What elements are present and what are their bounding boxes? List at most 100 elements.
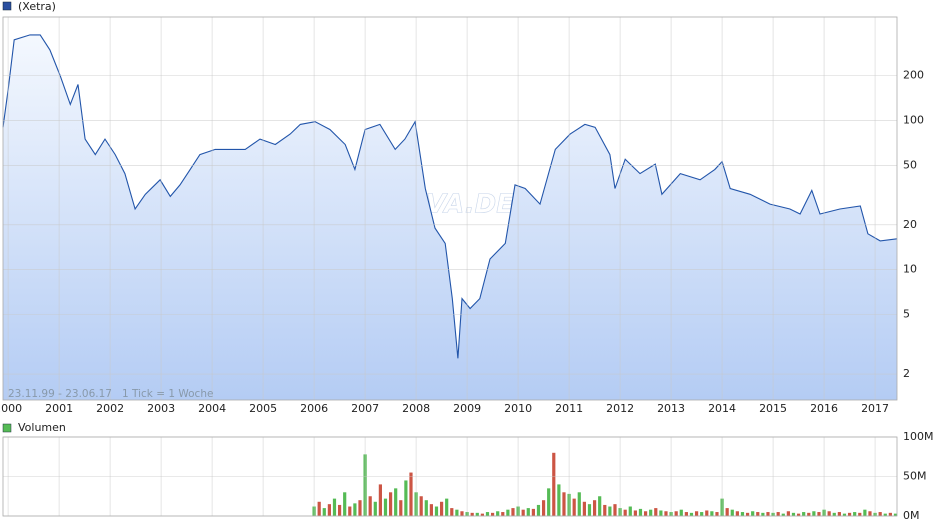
x-tick-label: 2006 xyxy=(300,402,328,415)
area xyxy=(3,34,897,401)
volume-bar xyxy=(745,512,750,516)
volume-bar xyxy=(424,500,428,516)
volume-bar xyxy=(470,512,474,516)
volume-bar xyxy=(608,506,612,516)
volume-bar xyxy=(552,452,556,516)
volume-bar xyxy=(337,504,342,516)
volume-bar xyxy=(735,511,739,516)
x-tick-label: 2004 xyxy=(198,402,226,415)
volume-bar xyxy=(725,508,729,516)
volume-bar xyxy=(791,512,796,516)
plot-border xyxy=(2,436,898,517)
volume-bar xyxy=(409,472,413,516)
y-tick-label: 2 xyxy=(903,367,910,380)
volume-bar xyxy=(766,512,770,516)
volume-bar xyxy=(506,509,510,516)
x-tick-label: 2014 xyxy=(708,402,736,415)
volume-bar xyxy=(582,501,586,516)
volume-bar xyxy=(776,512,780,516)
volume-bar xyxy=(868,511,872,516)
plot-border xyxy=(2,16,898,401)
volume-bar xyxy=(577,492,581,516)
volume-bar xyxy=(592,500,597,516)
y-tick-label: 20 xyxy=(903,218,917,231)
volume-bar xyxy=(322,508,326,516)
volume-bar xyxy=(485,512,490,516)
volume-bar xyxy=(623,509,627,516)
volume-bar xyxy=(659,510,663,516)
legend-label: Volumen xyxy=(18,421,66,434)
volume-bar xyxy=(327,504,331,516)
volume-bar xyxy=(455,509,459,516)
volume-bar xyxy=(674,511,678,516)
x-tick-label: 2008 xyxy=(402,402,430,415)
y-tick-label: 0M xyxy=(903,509,920,522)
x-tick-label: 2010 xyxy=(504,402,532,415)
volume-bar xyxy=(802,512,806,516)
volume-bar xyxy=(888,512,892,516)
volume-bar xyxy=(394,488,398,516)
volume-bar xyxy=(643,511,648,516)
legend-label: (Xetra) xyxy=(18,0,56,13)
volume-bar xyxy=(429,504,433,516)
y-tick-label: 5 xyxy=(903,308,910,321)
volume-bar xyxy=(756,512,760,516)
volume-bar xyxy=(562,492,566,516)
volume-bar xyxy=(378,484,382,516)
volume-bar xyxy=(353,503,357,516)
legend-swatch xyxy=(2,423,12,433)
x-tick-label: 2003 xyxy=(147,402,175,415)
x-tick-label: 2013 xyxy=(657,402,685,415)
volume-bar xyxy=(700,512,704,516)
volume-bar xyxy=(501,512,505,516)
volume-bar xyxy=(587,504,592,516)
volume-bar xyxy=(740,512,745,516)
volume-bar xyxy=(705,510,709,516)
x-tick-label: 2011 xyxy=(555,402,583,415)
volume-bar xyxy=(796,513,801,516)
volume-bar xyxy=(679,509,683,516)
volume-bar xyxy=(628,506,632,516)
volume-bar xyxy=(368,496,372,516)
volume-bar xyxy=(536,504,541,516)
x-tick-label: 2015 xyxy=(759,402,787,415)
volume-bar xyxy=(490,512,495,516)
volume-bar xyxy=(445,498,449,516)
volume-bar xyxy=(812,511,816,516)
x-tick-label: 2009 xyxy=(453,402,481,415)
volume-bar xyxy=(858,512,862,516)
volume-bar xyxy=(883,513,887,516)
x-tick-label: 2002 xyxy=(96,402,124,415)
legend-swatch xyxy=(2,1,12,11)
volume-bar xyxy=(480,513,484,516)
volume-bar xyxy=(388,492,393,516)
volume-bar xyxy=(654,508,658,516)
volume-bar xyxy=(853,512,857,516)
volume-bar xyxy=(710,511,714,516)
volume-bar xyxy=(557,484,561,516)
volume-bar xyxy=(511,508,515,516)
volume-bar xyxy=(496,511,500,516)
volume-bar xyxy=(842,513,847,516)
x-tick-label: 2007 xyxy=(351,402,379,415)
volume-bar xyxy=(817,512,821,516)
x-tick-label: 2005 xyxy=(249,402,277,415)
volume-bar xyxy=(317,501,321,516)
volume-bar xyxy=(383,498,388,516)
volume-bar xyxy=(373,501,377,516)
volume-bar xyxy=(638,508,643,516)
volume-bar xyxy=(832,512,836,516)
x-tick-label: 2001 xyxy=(45,402,73,415)
volume-bar xyxy=(450,508,454,516)
x-tick-label: 2012 xyxy=(606,402,634,415)
volume-bar xyxy=(781,513,785,516)
y-tick-label: 10 xyxy=(903,263,917,276)
y-tick-label: 200 xyxy=(903,68,924,81)
y-tick-label: 50 xyxy=(903,158,917,171)
volume-bar xyxy=(730,509,734,516)
volume-bar xyxy=(761,512,765,516)
x-tick-label: 2000 xyxy=(0,402,22,415)
volume-bar xyxy=(598,496,602,516)
volume-bar xyxy=(399,500,403,516)
